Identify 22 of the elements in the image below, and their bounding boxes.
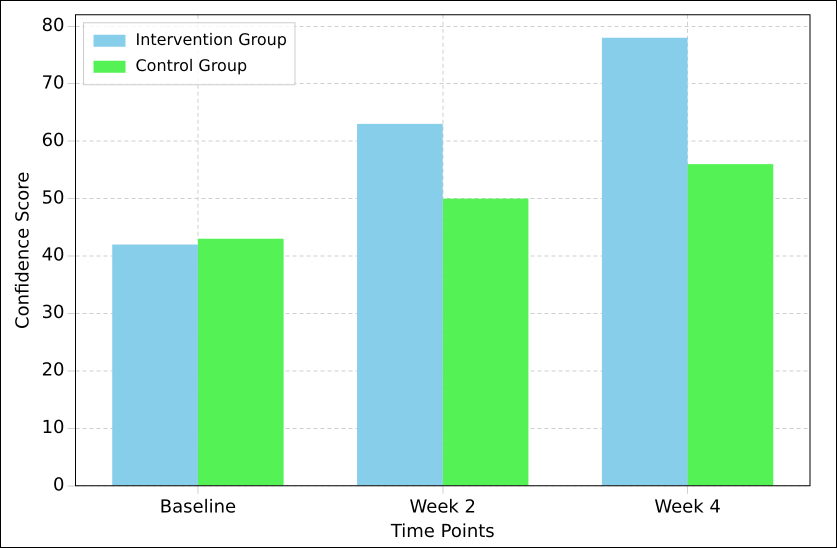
bar <box>442 198 528 486</box>
bar <box>602 38 688 486</box>
x-axis-title: Time Points <box>390 520 495 542</box>
y-tick-label: 40 <box>42 244 65 266</box>
x-tick-label: Baseline <box>160 496 236 518</box>
bar <box>112 244 198 486</box>
bar <box>198 238 284 486</box>
legend-label: Intervention Group <box>136 30 287 49</box>
bar <box>357 124 443 486</box>
y-tick-label: 30 <box>42 302 65 324</box>
y-tick-label: 20 <box>42 360 65 381</box>
bar <box>688 164 774 486</box>
y-tick-label: 50 <box>42 187 65 208</box>
y-axis-title: Confidence Score <box>12 172 34 329</box>
y-tick-label: 60 <box>42 130 65 151</box>
y-tick-label: 10 <box>42 417 65 438</box>
y-tick-label: 70 <box>42 72 65 94</box>
y-tick-label: 80 <box>42 14 65 36</box>
y-tick-label: 0 <box>53 474 65 496</box>
x-tick-label: Week 4 <box>654 496 721 518</box>
x-tick-label: Week 2 <box>410 496 476 518</box>
legend-label: Control Group <box>136 56 248 75</box>
